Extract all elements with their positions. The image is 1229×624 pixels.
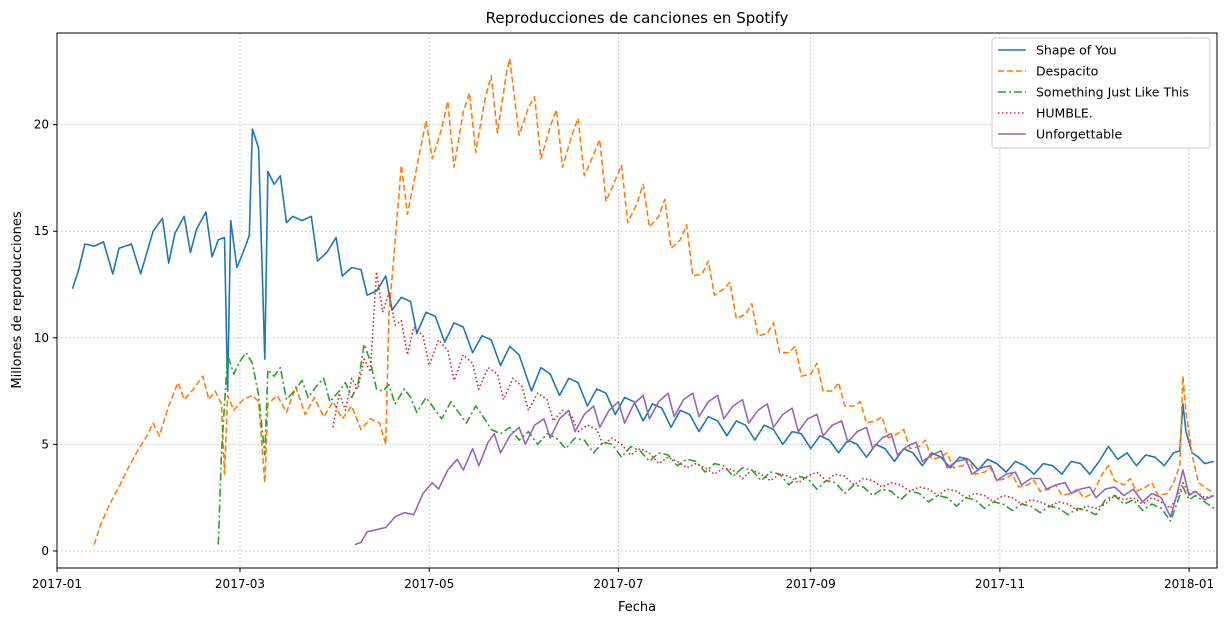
- legend: Shape of You Despacito Something Just Like…: [991, 37, 1211, 149]
- chart-title: Reproducciones de canciones en Spotify: [486, 9, 789, 27]
- legend-label: Despacito: [1036, 64, 1098, 79]
- series-line-2: [93, 57, 1215, 545]
- y-tick-label: 20: [34, 118, 49, 132]
- x-tick-label: 2017-11: [975, 577, 1025, 591]
- x-tick-label: 2017-03: [215, 577, 265, 591]
- y-axis-title: Millones de reproducciones: [10, 211, 25, 388]
- legend-label: Shape of You: [1036, 43, 1117, 58]
- series-line-4: [332, 270, 1215, 512]
- series-group: [71, 57, 1215, 546]
- x-tick-label: 2017-05: [404, 577, 454, 591]
- y-axis: 0 5 10 15 20: [34, 118, 57, 558]
- legend-box: [991, 37, 1211, 149]
- y-tick-label: 0: [41, 544, 49, 558]
- x-axis-title: Fecha: [618, 600, 656, 615]
- x-tick-label: 2017-07: [593, 577, 643, 591]
- x-tick-label: 2018-01: [1164, 577, 1214, 591]
- x-tick-label: 2017-09: [786, 577, 836, 591]
- y-tick-label: 5: [41, 437, 49, 451]
- x-axis: 2017-01 2017-03 2017-05 2017-07 2017-09 2017-…: [32, 568, 1214, 591]
- y-tick-label: 10: [34, 331, 49, 345]
- y-tick-label: 15: [34, 224, 49, 238]
- legend-label: Unforgettable: [1036, 127, 1123, 142]
- legend-label: HUMBLE.: [1036, 106, 1093, 121]
- series-line-1: [71, 128, 1215, 475]
- legend-label: Something Just Like This: [1036, 85, 1189, 100]
- plot-frame: [56, 32, 1218, 569]
- series-line-5: [354, 392, 1215, 546]
- series-line-3: [217, 343, 1215, 545]
- x-tick-label: 2017-01: [32, 577, 82, 591]
